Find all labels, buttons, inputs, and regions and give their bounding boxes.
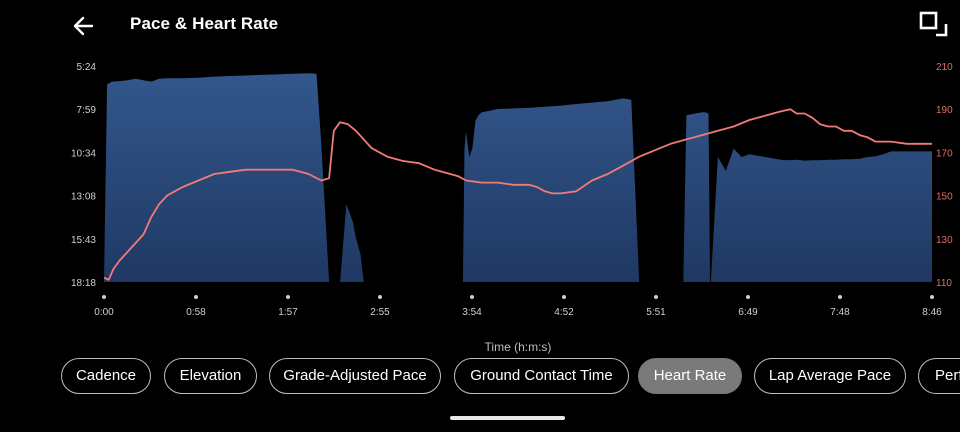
x-axis-tick-label: 3:54: [462, 307, 482, 318]
x-axis-tick-dot: [378, 295, 382, 299]
x-axis-tick-label: 2:55: [370, 307, 390, 318]
chip-perf[interactable]: Perf: [918, 358, 960, 394]
pace-area-layer: [104, 73, 932, 282]
x-axis-tick-dot: [194, 295, 198, 299]
left-axis-tick-label: 5:24: [77, 62, 97, 73]
right-axis-tick-label: 190: [936, 105, 953, 116]
x-axis-tick-dot: [838, 295, 842, 299]
fullscreen-icon[interactable]: [918, 10, 950, 40]
x-axis-tick-label: 8:46: [922, 307, 942, 318]
left-axis-tick-label: 18:18: [71, 278, 96, 289]
x-axis-tick-dot: [930, 295, 934, 299]
right-axis-tick-label: 150: [936, 192, 953, 203]
x-axis-tick-dot: [746, 295, 750, 299]
left-axis-tick-label: 13:08: [71, 192, 96, 203]
right-axis-tick-label: 210: [936, 62, 953, 73]
pace-heart-rate-chart: 5:24 7:59 10:34 13:08 15:43 18:18 210 190 170 15…: [71, 62, 953, 318]
home-indicator[interactable]: [450, 416, 565, 420]
chip-heart-rate[interactable]: Heart Rate: [638, 358, 742, 394]
x-axis-tick-label: 0:58: [186, 307, 206, 318]
x-axis-tick-dot: [102, 295, 106, 299]
left-axis-tick-label: 7:59: [77, 105, 97, 116]
x-axis-tick-label: 7:48: [830, 307, 850, 318]
x-axis-ticks: 0:00 0:58 1:57 2:55 3:54 4:52 5:51 6:49 7:48 8:46: [94, 295, 942, 318]
heart-rate-line-layer: [103, 108, 932, 281]
x-axis-title: Time (h:m:s): [484, 340, 552, 354]
chip-ground-contact-time[interactable]: Ground Contact Time: [454, 358, 629, 394]
chip-lap-average-pace[interactable]: Lap Average Pace: [754, 358, 906, 394]
right-axis-tick-label: 170: [936, 148, 953, 159]
page-title: Pace & Heart Rate: [130, 14, 279, 33]
top-bar: Pace & Heart Rate: [0, 0, 960, 52]
heart-rate-line: [103, 108, 932, 281]
left-axis-tick-label: 10:34: [71, 148, 96, 159]
chip-grade-adjusted-pace[interactable]: Grade-Adjusted Pace: [269, 358, 441, 394]
left-axis-tick-label: 15:43: [71, 235, 96, 246]
x-axis-tick-dot: [470, 295, 474, 299]
metric-chip-row: Cadence Elevation Grade-Adjusted Pace Groun…: [0, 356, 960, 398]
arrow-left-icon[interactable]: [70, 12, 98, 40]
x-axis-tick-label: 5:51: [646, 307, 666, 318]
right-axis-labels: 210 190 170 150 130 110: [936, 62, 953, 289]
chip-elevation[interactable]: Elevation: [164, 358, 257, 394]
x-axis-tick-dot: [562, 295, 566, 299]
x-axis-tick-label: 4:52: [554, 307, 574, 318]
pace-area: [104, 73, 932, 282]
chip-cadence[interactable]: Cadence: [61, 358, 151, 394]
left-axis-labels: 5:24 7:59 10:34 13:08 15:43 18:18: [71, 62, 96, 289]
x-axis-tick-dot: [654, 295, 658, 299]
right-axis-tick-label: 130: [936, 235, 953, 246]
x-axis-tick-dot: [286, 295, 290, 299]
right-axis-tick-label: 110: [936, 278, 952, 289]
x-axis-tick-label: 1:57: [278, 307, 298, 318]
x-axis-tick-label: 0:00: [94, 307, 114, 318]
x-axis-tick-label: 6:49: [738, 307, 758, 318]
